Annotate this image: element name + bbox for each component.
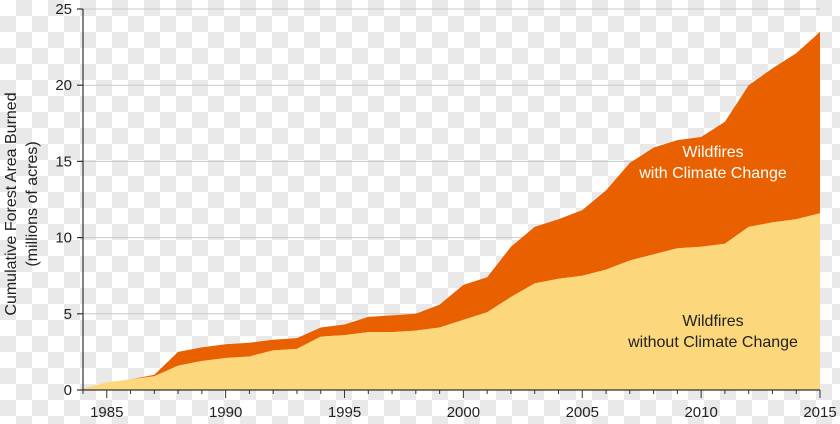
y-tick-label-0: 0 — [64, 382, 72, 399]
annotation-line-1-1: without Climate Change — [627, 334, 798, 351]
axes: 0 5 10 15 20 25 1985 1990 1995 2000 2005 2010 2015 — [55, 1, 836, 421]
annotation-with-climate-change: Wildfires with Climate Change — [638, 144, 787, 182]
x-tick-label-2000: 2000 — [447, 404, 480, 421]
x-tick-label-1995: 1995 — [328, 404, 361, 421]
annotation-line-0-0: Wildfires — [682, 144, 743, 161]
x-tick-label-2010: 2010 — [684, 404, 717, 421]
y-tick-label-20: 20 — [55, 77, 72, 94]
annotation-without-climate-change: Wildfires without Climate Change — [627, 313, 798, 351]
y-axis-title-line-1: Cumulative Forest Area Burned — [3, 92, 20, 315]
x-tick-label-1985: 1985 — [90, 404, 123, 421]
annotations: Wildfires with Climate Change Wildfires wit… — [627, 144, 798, 351]
x-tick-label-2015: 2015 — [803, 404, 836, 421]
x-tick-label-2005: 2005 — [566, 404, 599, 421]
annotation-line-1-0: Wildfires — [682, 313, 743, 330]
y-tick-label-25: 25 — [55, 1, 72, 18]
area-layer — [83, 31, 820, 390]
area-without-climate-change — [83, 213, 820, 390]
area-with-climate-change — [83, 31, 820, 389]
y-axis-title-line-2: (millions of acres) — [24, 141, 41, 266]
annotation-line-0-1: with Climate Change — [638, 165, 787, 182]
y-axis-title: Cumulative Forest Area Burned (millions … — [3, 92, 41, 315]
y-tick-label-10: 10 — [55, 230, 72, 247]
y-tick-label-15: 15 — [55, 153, 72, 170]
y-tick-label-5: 5 — [64, 306, 72, 323]
x-tick-label-1990: 1990 — [209, 404, 242, 421]
